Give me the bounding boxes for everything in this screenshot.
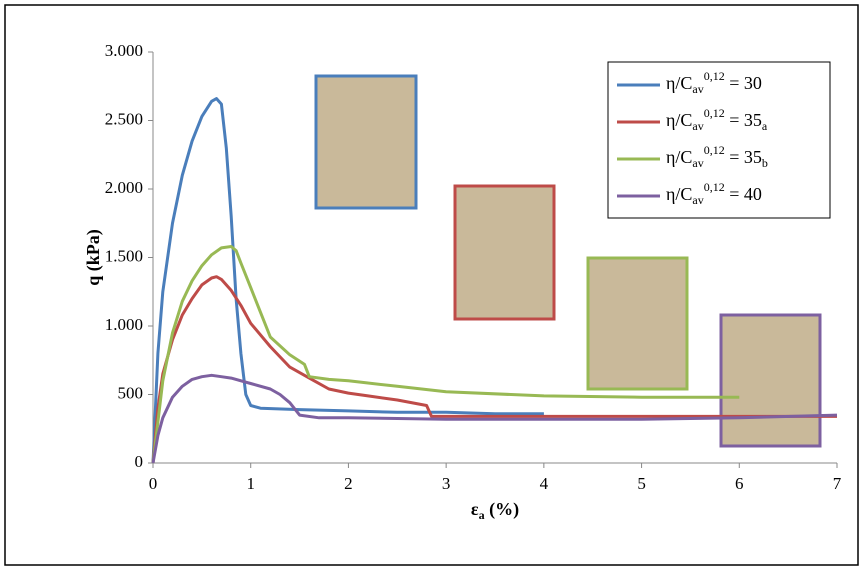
legend-label: η/Cav0,12 = 35a: [666, 106, 768, 133]
legend-label: η/Cav0,12 = 40: [666, 180, 762, 207]
x-tick-label: 1: [246, 474, 255, 493]
x-tick-label: 2: [344, 474, 353, 493]
x-tick-label: 7: [833, 474, 842, 493]
x-tick-label: 4: [540, 474, 549, 493]
legend-label: η/Cav0,12 = 35b: [666, 143, 768, 170]
specimen-photo: [719, 313, 822, 448]
x-tick-label: 3: [442, 474, 451, 493]
specimen-photo: [314, 74, 418, 210]
data-line: [151, 97, 544, 464]
y-tick-label: 1.500: [105, 246, 143, 265]
y-tick-label: 2.000: [105, 178, 143, 197]
photos: [314, 74, 822, 448]
x-tick-label: 0: [149, 474, 158, 493]
specimen-photo: [453, 184, 556, 321]
data-line: [151, 373, 838, 464]
data-line: [151, 245, 740, 464]
y-tick-label: 3.000: [105, 41, 143, 60]
y-tick-label: 0: [135, 452, 144, 471]
legend-box: [607, 61, 831, 219]
y-axis-title: q (kPa): [83, 229, 104, 286]
y-tick-label: 1.000: [105, 315, 143, 334]
legend-label: η/Cav0,12 = 30: [666, 69, 762, 96]
x-tick-label: 6: [735, 474, 744, 493]
x-tick-label: 5: [637, 474, 646, 493]
x-axis-title: εa (%): [471, 499, 519, 522]
y-tick-label: 500: [118, 383, 144, 402]
data-line: [151, 275, 837, 464]
legend: η/Cav0,12 = 30 η/Cav0,12 = 35a η/Cav0,12 =…: [607, 61, 831, 219]
y-tick-label: 2.500: [105, 109, 143, 128]
specimen-photo: [586, 256, 689, 391]
